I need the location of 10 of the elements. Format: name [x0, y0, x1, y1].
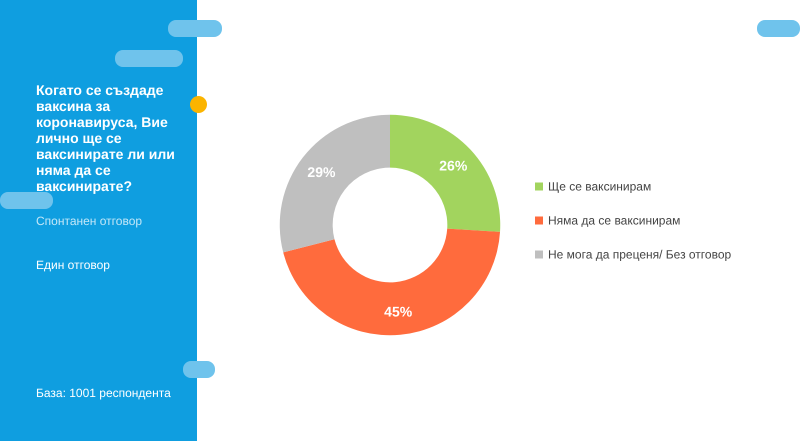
data-label: 45%: [384, 303, 413, 320]
data-label: 26%: [439, 158, 468, 174]
text: Един отговор: [36, 258, 110, 272]
text: Спонтанен отговор: [36, 214, 142, 228]
text: База: 1001 респондента: [36, 386, 171, 400]
legend-label: Няма да се ваксинирам: [548, 214, 680, 228]
text: Когато се създаде ваксина за коронавируса, Вие лично ще се ваксинирате ли или няма да се ваксинирате?: [36, 82, 176, 194]
legend-label: Не мога да преценя/ Без отговор: [548, 248, 732, 262]
data-label: 29%: [307, 164, 336, 180]
legend-label: Ще се ваксинирам: [548, 180, 652, 194]
